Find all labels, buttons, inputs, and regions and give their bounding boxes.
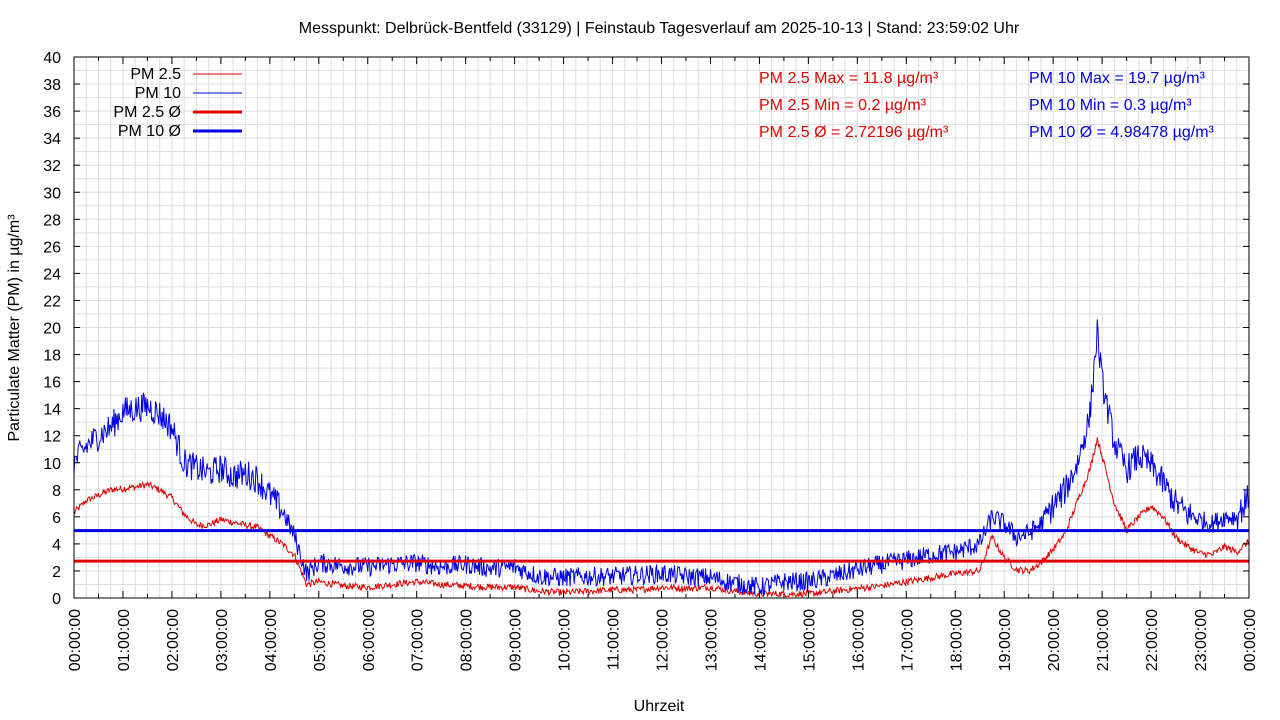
series-line-pm10 <box>73 319 1250 596</box>
y-axis-label: Particulate Matter (PM) in µg/m³ <box>6 214 23 442</box>
x-tick-label: 13:00:00 <box>703 609 720 671</box>
y-tick-label: 32 <box>43 158 61 175</box>
x-tick-label: 10:00:00 <box>557 609 574 671</box>
stats-annotations: PM 2.5 Max = 11.8 µg/m³ PM 2.5 Min = 0.2 … <box>759 70 1215 141</box>
y-tick-label: 34 <box>43 131 61 148</box>
x-tick-label: 02:00:00 <box>165 609 182 671</box>
x-tick-label: 20:00:00 <box>1046 609 1063 671</box>
legend-label: PM 10 <box>135 85 181 102</box>
x-tick-label: 18:00:00 <box>948 609 965 671</box>
x-tick-label: 04:00:00 <box>263 609 280 671</box>
stat-pm25: PM 2.5 Max = 11.8 µg/m³ <box>759 70 939 87</box>
legend: PM 2.5 PM 10 PM 2.5 Ø PM 10 Ø <box>113 66 242 140</box>
x-tick-label: 23:00:00 <box>1193 609 1210 671</box>
legend-label: PM 2.5 <box>130 66 181 83</box>
x-tick-label: 01:00:00 <box>116 609 133 671</box>
x-tick-label: 11:00:00 <box>606 609 623 670</box>
stat-pm25: PM 2.5 Ø = 2.72196 µg/m³ <box>759 124 949 141</box>
chart-title: Messpunkt: Delbrück-Bentfeld (33129) | F… <box>299 20 1020 37</box>
y-tick-label: 8 <box>52 483 61 500</box>
y-tick-label: 24 <box>43 266 61 283</box>
series-layer <box>73 319 1250 598</box>
x-tick-label: 07:00:00 <box>410 609 427 671</box>
y-tick-label: 6 <box>52 510 61 527</box>
legend-label: PM 2.5 Ø <box>113 104 181 121</box>
y-tick-label: 36 <box>43 104 61 121</box>
y-tick-label: 18 <box>43 348 61 365</box>
x-tick-label: 05:00:00 <box>312 609 329 671</box>
y-tick-label: 16 <box>43 375 61 392</box>
x-tick-label: 09:00:00 <box>508 609 525 671</box>
x-tick-label: 00:00:00 <box>67 609 84 671</box>
y-tick-label: 20 <box>43 321 61 338</box>
stat-pm10: PM 10 Ø = 4.98478 µg/m³ <box>1029 124 1215 141</box>
legend-label: PM 10 Ø <box>118 123 181 140</box>
x-axis-label: Uhrzeit <box>634 698 685 715</box>
stat-pm10: PM 10 Min = 0.3 µg/m³ <box>1029 97 1192 114</box>
y-tick-label: 30 <box>43 185 61 202</box>
x-tick-label: 00:00:00 <box>1242 609 1259 671</box>
y-tick-label: 14 <box>43 402 61 419</box>
x-tick-label: 12:00:00 <box>655 609 672 671</box>
x-tick-label: 19:00:00 <box>997 609 1014 671</box>
y-tick-label: 10 <box>43 456 61 473</box>
y-tick-label: 28 <box>43 212 61 229</box>
y-tick-label: 22 <box>43 293 61 310</box>
x-tick-label: 22:00:00 <box>1144 609 1161 671</box>
y-tick-label: 4 <box>52 537 61 554</box>
y-tick-label: 12 <box>43 429 61 446</box>
series-line-pm25 <box>73 437 1250 598</box>
x-tick-label: 08:00:00 <box>459 609 476 671</box>
x-tick-label: 06:00:00 <box>361 609 378 671</box>
stat-pm10: PM 10 Max = 19.7 µg/m³ <box>1029 70 1206 87</box>
x-axis-ticks: 00:00:00 01:00:00 02:00:00 03:00:00 04:00:00… <box>67 57 1259 671</box>
y-tick-label: 0 <box>52 591 61 608</box>
x-tick-label: 14:00:00 <box>752 609 769 671</box>
y-tick-label: 26 <box>43 239 61 256</box>
y-tick-label: 38 <box>43 77 61 94</box>
y-tick-label: 2 <box>52 564 61 581</box>
x-tick-label: 17:00:00 <box>899 609 916 671</box>
y-tick-label: 40 <box>43 50 61 67</box>
stat-pm25: PM 2.5 Min = 0.2 µg/m³ <box>759 97 927 114</box>
x-tick-label: 15:00:00 <box>801 609 818 671</box>
x-tick-label: 21:00:00 <box>1095 609 1112 671</box>
x-tick-label: 16:00:00 <box>850 609 867 671</box>
x-tick-label: 03:00:00 <box>214 609 231 671</box>
